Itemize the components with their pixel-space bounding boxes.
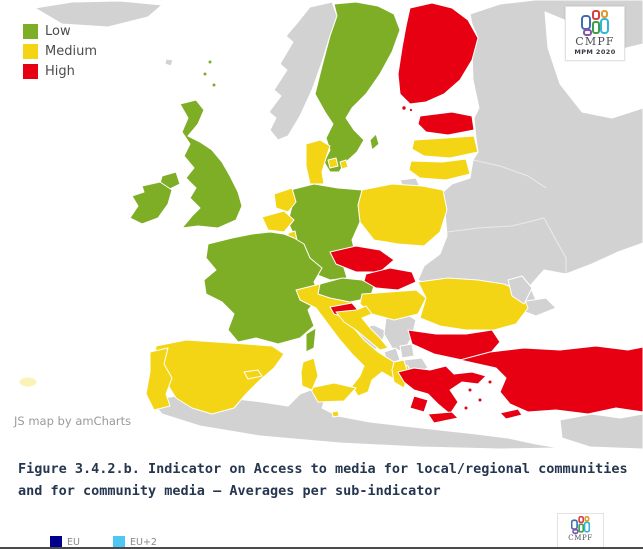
country-slovakia[interactable] [363, 267, 417, 291]
country-czechia[interactable] [329, 245, 395, 273]
country-poland[interactable] [357, 183, 448, 247]
amcharts-attribution-link[interactable]: JS map by amCharts [14, 414, 132, 428]
island-balearics[interactable] [243, 369, 263, 380]
mpm-edition-text: MPM 2020 [574, 48, 616, 56]
country-croatia[interactable] [335, 305, 389, 351]
country-malta[interactable] [331, 410, 340, 418]
legend-swatch-low [23, 24, 38, 39]
next-chart-legend-row: EU EU+2 CMPF [0, 512, 643, 548]
legend-swatch-eu2 [113, 536, 125, 547]
legend-swatch-high [23, 64, 38, 79]
country-turkey[interactable] [459, 345, 643, 415]
country-moldova[interactable] [507, 275, 533, 305]
country-ireland[interactable] [129, 181, 173, 225]
country-cyprus[interactable] [499, 408, 523, 420]
country-lithuania[interactable] [408, 158, 471, 181]
country-hungary[interactable] [359, 289, 427, 321]
country-faroe-islands[interactable] [164, 58, 174, 67]
cmpf-logo-small-glyph-icon [571, 516, 590, 534]
legend-label-eu: EU [67, 536, 80, 548]
country-latvia[interactable] [411, 135, 479, 159]
country-iceland[interactable] [34, 0, 163, 28]
island-aland-1[interactable] [401, 105, 407, 111]
country-romania[interactable] [417, 277, 529, 331]
island-gotland[interactable] [369, 133, 380, 151]
region-peloponnese[interactable] [409, 395, 429, 413]
border-belarus-north [472, 159, 547, 189]
country-finland[interactable] [397, 2, 479, 105]
country-united-kingdom[interactable] [179, 99, 243, 229]
island-aegean-1[interactable] [467, 387, 473, 393]
legend-item-eu2: EU+2 [113, 536, 157, 548]
cmpf-logo: CMPF MPM 2020 [565, 6, 625, 61]
island-shetland-1[interactable] [207, 59, 213, 65]
country-belgium[interactable] [261, 210, 295, 233]
legend-label-low: Low [45, 24, 71, 39]
country-france[interactable] [203, 231, 323, 345]
border-ukraine-east [543, 217, 567, 274]
island-aegean-3[interactable] [463, 405, 469, 411]
country-bulgaria[interactable] [407, 329, 501, 361]
island-corsica[interactable] [305, 327, 317, 353]
island-orkney[interactable] [211, 82, 217, 88]
country-greece[interactable] [397, 365, 487, 415]
island-sardinia[interactable] [300, 357, 319, 391]
country-portugal[interactable] [145, 347, 173, 411]
country-spain[interactable] [153, 339, 285, 415]
figure-caption-line1: Figure 3.4.2.b. Indicator on Access to m… [18, 461, 628, 477]
legend-swatch-medium [23, 44, 38, 59]
legend-label-medium: Medium [45, 44, 97, 59]
figure-caption-line2: and for community media – Averages per s… [18, 483, 441, 499]
island-aegean-2[interactable] [477, 397, 483, 403]
country-denmark[interactable] [305, 139, 331, 185]
country-sweden[interactable] [314, 1, 401, 173]
island-sicily[interactable] [309, 382, 357, 403]
legend-label-eu2: EU+2 [130, 536, 157, 548]
island-crete[interactable] [427, 411, 459, 424]
legend-item-eu: EU [50, 536, 80, 548]
legend-label-high: High [45, 64, 75, 79]
country-netherlands[interactable] [273, 187, 297, 213]
island-shetland-2[interactable] [202, 71, 208, 77]
cmpf-logo-text: CMPF [575, 35, 615, 48]
island-aland-2[interactable] [408, 107, 414, 113]
cmpf-logo-small-text: CMPF [568, 534, 593, 542]
figure-caption: Figure 3.4.2.b. Indicator on Access to m… [18, 458, 633, 502]
region-middle-east[interactable] [559, 413, 643, 450]
region-north-africa[interactable] [149, 387, 561, 450]
island-madeira[interactable] [18, 376, 38, 388]
legend-swatch-eu [50, 536, 62, 547]
legend-item-high: High [23, 64, 97, 79]
legend-item-low: Low [23, 24, 97, 39]
cmpf-logo-glyph-icon [581, 10, 609, 36]
border-belarus-south [446, 217, 545, 233]
legend-item-medium: Medium [23, 44, 97, 59]
island-rhodes[interactable] [487, 379, 493, 385]
map-legend: Low Medium High [23, 24, 97, 84]
cmpf-logo-small: CMPF [557, 513, 604, 547]
country-kosovo[interactable] [399, 343, 415, 359]
island-funen[interactable] [339, 159, 349, 170]
country-estonia[interactable] [417, 111, 475, 136]
island-zealand[interactable] [327, 157, 339, 169]
